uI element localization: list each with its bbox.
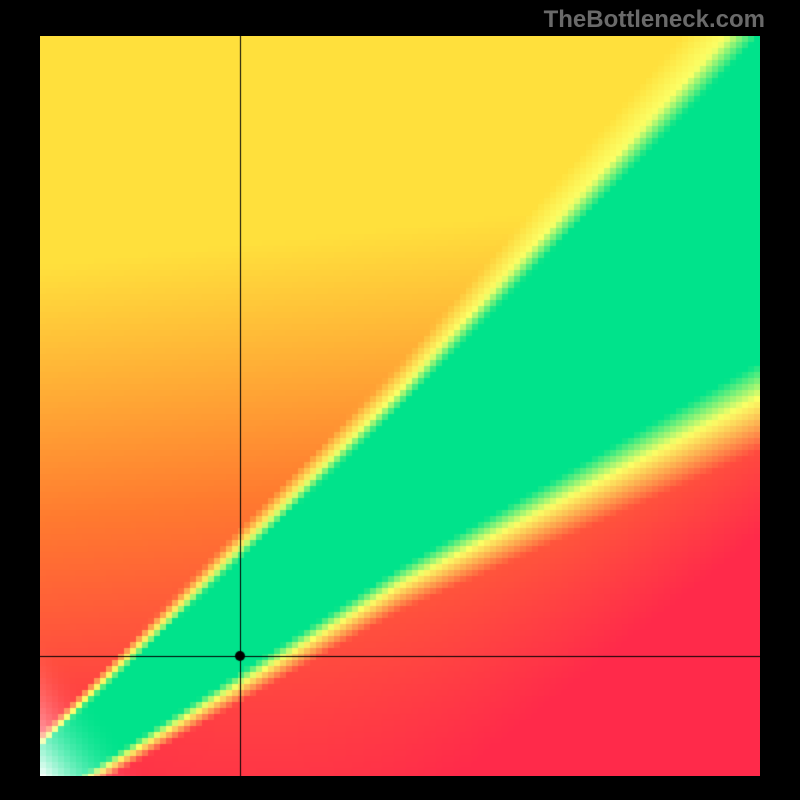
watermark-text: TheBottleneck.com: [544, 6, 765, 34]
chart-container: TheBottleneck.com: [0, 0, 800, 800]
bottleneck-heatmap: [40, 36, 760, 776]
